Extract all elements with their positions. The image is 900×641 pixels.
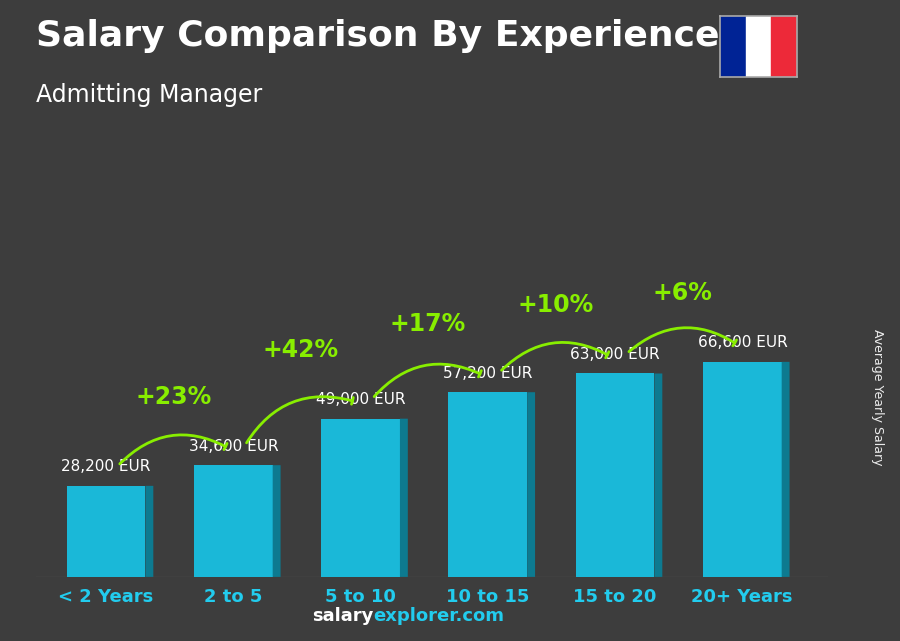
Polygon shape — [782, 362, 789, 577]
Text: +23%: +23% — [135, 385, 212, 408]
Text: 28,200 EUR: 28,200 EUR — [61, 459, 151, 474]
Bar — [745, 16, 771, 77]
Bar — [703, 362, 782, 577]
Polygon shape — [146, 486, 153, 577]
Text: Admitting Manager: Admitting Manager — [36, 83, 262, 107]
Text: 57,200 EUR: 57,200 EUR — [443, 365, 533, 381]
Bar — [771, 16, 796, 77]
Bar — [321, 419, 400, 577]
Bar — [575, 374, 654, 577]
Text: Average Yearly Salary: Average Yearly Salary — [871, 329, 884, 465]
Polygon shape — [654, 374, 662, 577]
Text: 34,600 EUR: 34,600 EUR — [189, 438, 278, 454]
Polygon shape — [400, 419, 408, 577]
Text: Salary Comparison By Experience: Salary Comparison By Experience — [36, 19, 719, 53]
Text: 66,600 EUR: 66,600 EUR — [698, 335, 788, 350]
Text: 49,000 EUR: 49,000 EUR — [316, 392, 405, 407]
Text: +17%: +17% — [390, 312, 466, 335]
Polygon shape — [527, 392, 536, 577]
Text: +6%: +6% — [652, 281, 713, 305]
Text: explorer.com: explorer.com — [374, 607, 505, 625]
Bar — [720, 16, 745, 77]
Text: +10%: +10% — [518, 293, 593, 317]
Polygon shape — [273, 465, 281, 577]
Bar — [448, 392, 527, 577]
Bar — [67, 486, 146, 577]
Text: +42%: +42% — [263, 338, 339, 362]
Bar — [194, 465, 273, 577]
Text: 63,000 EUR: 63,000 EUR — [571, 347, 660, 362]
Text: salary: salary — [312, 607, 373, 625]
